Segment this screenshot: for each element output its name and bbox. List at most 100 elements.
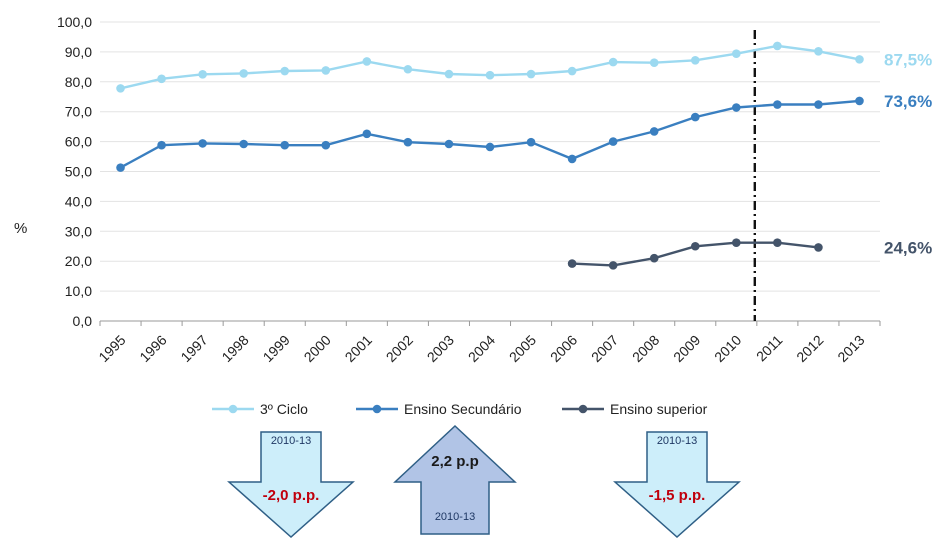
data-point: [608, 261, 618, 270]
data-point: [649, 253, 659, 263]
data-point: [321, 66, 331, 75]
data-point: [773, 238, 782, 247]
data-point: [198, 70, 207, 79]
legend-item: Ensino Secundário: [356, 401, 522, 417]
data-point: [649, 127, 659, 136]
y-axis-ticks: 0,0 10,0 20,0 30,0 40,0 50,0 60,0 70,0 80,0 90,0 1…: [57, 14, 92, 329]
data-point: [649, 58, 659, 67]
legend-label: Ensino superior: [610, 401, 708, 417]
data-point: [567, 154, 577, 164]
legend-label: 3º Ciclo: [260, 401, 308, 417]
legend-swatch-marker: [578, 404, 588, 414]
arrow-change-label: 2,2 p.p: [431, 453, 479, 470]
end-value-label: 73,6%: [884, 92, 932, 111]
data-point: [814, 47, 823, 56]
x-tick-label: 2002: [383, 332, 416, 365]
y-tick-label: 70,0: [65, 104, 92, 120]
x-tick-label: 1998: [218, 332, 251, 365]
data-point: [362, 57, 372, 66]
x-axis-ticks: 1995 1996 1997 1998 1999 2000 2001 2002 2003 2004…: [95, 321, 881, 365]
data-point: [403, 137, 413, 147]
series-0: [116, 41, 864, 93]
arrow-shape: [613, 431, 741, 539]
data-point: [485, 70, 495, 80]
data-point: [116, 84, 125, 93]
y-tick-label: 20,0: [65, 253, 92, 269]
data-point: [690, 241, 700, 251]
data-point: [485, 142, 495, 152]
end-value-label: 87,5%: [884, 50, 932, 69]
data-point: [198, 139, 207, 148]
y-tick-label: 50,0: [65, 164, 92, 180]
data-point: [690, 112, 700, 122]
data-point: [855, 55, 864, 64]
series-line: [119, 99, 860, 169]
x-tick-label: 2005: [506, 332, 539, 365]
data-point: [157, 140, 166, 150]
x-tick-label: 2007: [588, 332, 621, 365]
arrow-change-label: -2,0 p.p.: [263, 487, 320, 504]
y-tick-label: 40,0: [65, 193, 92, 209]
data-point: [157, 74, 166, 84]
x-tick-label: 2013: [834, 332, 867, 365]
arrow-period-label: 2010-13: [657, 435, 697, 447]
data-point: [732, 103, 741, 112]
data-point: [116, 163, 125, 172]
end-labels: 87,5% 73,6% 24,6%: [884, 50, 932, 257]
data-point: [526, 69, 536, 79]
data-point: [814, 243, 823, 252]
gridlines: [100, 21, 880, 292]
legend-label: Ensino Secundário: [404, 401, 522, 417]
change-arrows: 2010-13 -2,0 p.p. 2010-13 2,2 p.p 2010-13 -1,…: [227, 424, 741, 539]
data-point: [855, 96, 864, 106]
data-point: [403, 64, 413, 74]
x-tick-label: 1999: [260, 332, 293, 365]
arrow-period-label: 2010-13: [271, 435, 311, 447]
x-tick-label: 2000: [301, 332, 334, 365]
data-point: [732, 238, 741, 247]
data-point: [280, 140, 290, 150]
data-point: [526, 137, 536, 147]
data-point: [444, 69, 454, 79]
data-point: [239, 69, 248, 78]
x-tick-label: 2003: [424, 332, 457, 365]
change-arrow-down: 2010-13 -2,0 p.p.: [227, 431, 355, 539]
data-point: [690, 55, 700, 65]
end-value-label: 24,6%: [884, 238, 932, 257]
data-point: [773, 100, 782, 109]
x-tick-label: 2009: [670, 332, 703, 365]
data-point: [444, 139, 454, 149]
change-arrow-up: 2010-13 2,2 p.p: [393, 424, 517, 535]
change-arrow-down: 2010-13 -1,5 p.p.: [613, 431, 741, 539]
arrow-period-label: 2010-13: [435, 511, 475, 523]
series-group: [116, 41, 864, 270]
x-tick-label: 2011: [753, 332, 786, 365]
y-tick-label: 60,0: [65, 134, 92, 150]
y-tick-label: 100,0: [57, 14, 92, 30]
data-point: [567, 259, 577, 268]
data-point: [608, 137, 618, 146]
legend-item: 3º Ciclo: [212, 401, 308, 417]
y-tick-label: 0,0: [73, 313, 93, 329]
data-point: [567, 66, 577, 76]
x-tick-label: 1995: [95, 332, 128, 365]
data-point: [814, 100, 823, 109]
y-tick-label: 30,0: [65, 223, 92, 239]
data-point: [362, 129, 372, 139]
x-tick-label: 1996: [136, 332, 169, 365]
arrow-change-label: -1,5 p.p.: [649, 487, 706, 504]
y-tick-label: 80,0: [65, 74, 92, 90]
legend: 3º Ciclo Ensino Secundário Ensino superior: [212, 401, 708, 417]
series-1: [116, 96, 864, 172]
series-2: [567, 238, 823, 270]
x-tick-label: 2001: [342, 332, 375, 365]
data-point: [239, 139, 248, 149]
data-point: [608, 57, 618, 67]
x-tick-label: 2004: [465, 332, 498, 365]
legend-swatch-marker: [372, 404, 382, 414]
data-point: [732, 49, 741, 58]
y-tick-label: 90,0: [65, 44, 92, 60]
x-tick-label: 2006: [547, 332, 580, 365]
legend-swatch-marker: [228, 404, 238, 414]
